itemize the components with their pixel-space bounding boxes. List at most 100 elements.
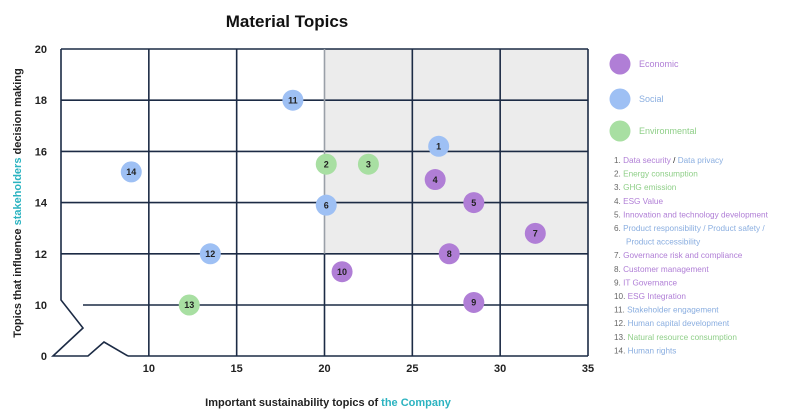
topic-text: Governance risk and compliance bbox=[623, 251, 743, 260]
topic-text: Human capital development bbox=[628, 319, 730, 328]
point-marker bbox=[463, 192, 485, 214]
topic-list-item: 10. ESG Integration bbox=[614, 292, 686, 301]
point-label: 13 bbox=[184, 300, 194, 310]
point-marker bbox=[331, 261, 353, 283]
data-point: 4 bbox=[424, 169, 446, 191]
topic-text: 14. bbox=[614, 346, 628, 355]
point-marker bbox=[315, 153, 337, 175]
topic-text: GHG emission bbox=[623, 183, 677, 192]
label-part: decision making bbox=[12, 68, 24, 157]
topic-text: 4. bbox=[614, 197, 623, 206]
x-tick-label: 15 bbox=[231, 363, 243, 375]
point-label: 12 bbox=[205, 249, 215, 259]
topic-text: 3. bbox=[614, 183, 623, 192]
topic-list: 1. Data security / Data privacy 2. Energy… bbox=[614, 156, 769, 355]
y-tick-label: 14 bbox=[35, 198, 48, 210]
data-point: 13 bbox=[178, 294, 200, 316]
data-point: 10 bbox=[331, 261, 353, 283]
legend-marker bbox=[609, 120, 631, 142]
data-point: 7 bbox=[524, 222, 546, 244]
topic-text: 1. bbox=[614, 156, 623, 165]
point-label: 9 bbox=[471, 298, 476, 308]
point-label: 11 bbox=[288, 95, 298, 105]
point-marker bbox=[463, 291, 485, 313]
legend-item: Social bbox=[609, 88, 664, 110]
data-point: 6 bbox=[315, 194, 337, 216]
y-tick-label: 16 bbox=[35, 146, 47, 158]
topic-list-item: Product accessibility bbox=[626, 238, 701, 247]
data-point: 5 bbox=[463, 192, 485, 214]
legend-label: Social bbox=[639, 94, 664, 104]
point-marker bbox=[282, 89, 304, 111]
topic-list-item: 13. Natural resource consumption bbox=[614, 333, 737, 342]
point-marker bbox=[315, 194, 337, 216]
legend-marker bbox=[609, 88, 631, 110]
point-marker bbox=[424, 169, 446, 191]
topic-text: 10. bbox=[614, 292, 628, 301]
point-label: 1 bbox=[436, 141, 441, 151]
point-label: 5 bbox=[471, 198, 476, 208]
legend-label: Environmental bbox=[639, 126, 697, 136]
topic-text: ESG Integration bbox=[628, 292, 687, 301]
point-label: 10 bbox=[337, 267, 347, 277]
topic-list-item: 14. Human rights bbox=[614, 346, 676, 355]
topic-list-item: 4. ESG Value bbox=[614, 197, 663, 206]
topic-text: 6. bbox=[614, 224, 623, 233]
topic-text: Stakeholder engagement bbox=[627, 306, 719, 315]
label-part: stakeholders bbox=[12, 158, 24, 226]
legend-marker bbox=[609, 53, 631, 75]
topic-list-item: 2. Energy consumption bbox=[614, 170, 698, 179]
topic-text: / bbox=[671, 156, 678, 165]
data-point: 14 bbox=[120, 161, 142, 183]
x-axis-label: Important sustainability topics of the C… bbox=[205, 397, 452, 409]
legend-item: Environmental bbox=[609, 120, 697, 142]
y-axis-line bbox=[50, 49, 129, 357]
x-tick-label: 35 bbox=[582, 363, 594, 375]
x-tick-label: 20 bbox=[318, 363, 330, 375]
data-point: 1 bbox=[428, 135, 450, 157]
point-marker bbox=[199, 243, 221, 265]
topic-list-item: 6. Product responsibility / Product safe… bbox=[614, 224, 765, 233]
point-label: 2 bbox=[324, 159, 329, 169]
point-label: 3 bbox=[366, 159, 371, 169]
topic-text: Data privacy bbox=[678, 156, 724, 165]
point-label: 8 bbox=[447, 249, 452, 259]
topic-text: Human rights bbox=[628, 346, 677, 355]
data-point: 9 bbox=[463, 291, 485, 313]
legend-label: Economic bbox=[639, 59, 679, 69]
topic-list-item: 5. Innovation and technology development bbox=[614, 210, 769, 219]
topic-text: 8. bbox=[614, 265, 623, 274]
data-point: 2 bbox=[315, 153, 337, 175]
point-marker bbox=[178, 294, 200, 316]
topic-list-item: 9. IT Governance bbox=[614, 278, 678, 287]
data-point: 11 bbox=[282, 89, 304, 111]
y-tick-label: 0 bbox=[41, 351, 47, 363]
label-part: the Company bbox=[381, 397, 452, 409]
point-label: 4 bbox=[433, 175, 438, 185]
point-marker bbox=[120, 161, 142, 183]
y-tick-label: 12 bbox=[35, 249, 47, 261]
label-part: Important sustainability topics of bbox=[205, 397, 381, 409]
data-point: 8 bbox=[438, 243, 460, 265]
y-tick-label: 10 bbox=[35, 300, 47, 312]
topic-text: 12. bbox=[614, 319, 628, 328]
x-tick-label: 30 bbox=[494, 363, 506, 375]
topic-text: 11. bbox=[614, 306, 627, 315]
topic-text: Data security bbox=[623, 156, 672, 165]
topic-text: 13. bbox=[614, 333, 628, 342]
y-axis-label: Topics that influence stakeholders decis… bbox=[12, 68, 24, 337]
topic-text: Product responsibility / Product safety … bbox=[623, 224, 765, 233]
topic-text: Product accessibility bbox=[626, 238, 701, 247]
legend: Economic Social Environmental bbox=[609, 53, 697, 142]
point-marker bbox=[438, 243, 460, 265]
topic-text: 7. bbox=[614, 251, 623, 260]
point-marker bbox=[428, 135, 450, 157]
topic-list-item: 7. Governance risk and compliance bbox=[614, 251, 743, 260]
point-label: 7 bbox=[533, 229, 538, 239]
x-tick-label: 25 bbox=[406, 363, 418, 375]
topic-text: ESG Value bbox=[623, 197, 663, 206]
chart-title: Material Topics bbox=[226, 12, 349, 31]
